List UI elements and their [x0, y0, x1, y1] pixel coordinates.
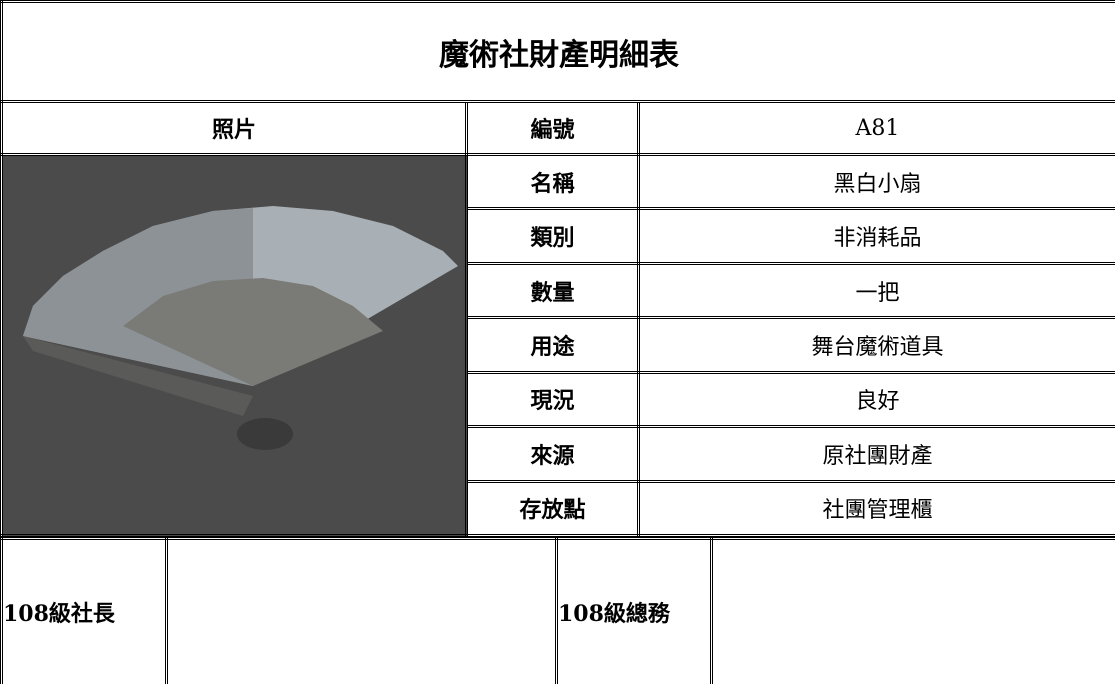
field-value: A81	[637, 100, 1115, 156]
signature-label: 108級社長	[0, 537, 168, 684]
title: 魔術社財產明細表	[0, 0, 1115, 103]
signature-label: 108級總務	[555, 537, 713, 684]
field-label: 用途	[465, 316, 640, 374]
field-label: 名稱	[465, 152, 640, 211]
field-value: 一把	[637, 261, 1115, 320]
asset-table: 魔術社財產明細表 照片 編號 A81 名稱 黑白小扇 類別 非消耗品 數量 一把 用途 舞台魔術道…	[0, 0, 1115, 538]
field-label: 現況	[465, 370, 640, 429]
field-label: 類別	[465, 207, 640, 265]
field-value: 社團管理櫃	[637, 479, 1115, 538]
field-value: 原社團財產	[637, 425, 1115, 483]
field-label: 數量	[465, 261, 640, 320]
field-value: 舞台魔術道具	[637, 316, 1115, 374]
field-label: 編號	[465, 100, 640, 156]
photo-header: 照片	[0, 100, 468, 156]
fan-photo	[3, 156, 462, 534]
photo	[0, 153, 468, 537]
signature-box	[710, 537, 1115, 684]
field-label: 來源	[465, 425, 640, 483]
field-value: 良好	[637, 370, 1115, 429]
field-value: 黑白小扇	[637, 152, 1115, 211]
field-value: 非消耗品	[637, 207, 1115, 265]
signature-table: 108級社長 108級總務	[0, 537, 1115, 684]
signature-box	[165, 537, 558, 684]
field-label: 存放點	[465, 479, 640, 538]
